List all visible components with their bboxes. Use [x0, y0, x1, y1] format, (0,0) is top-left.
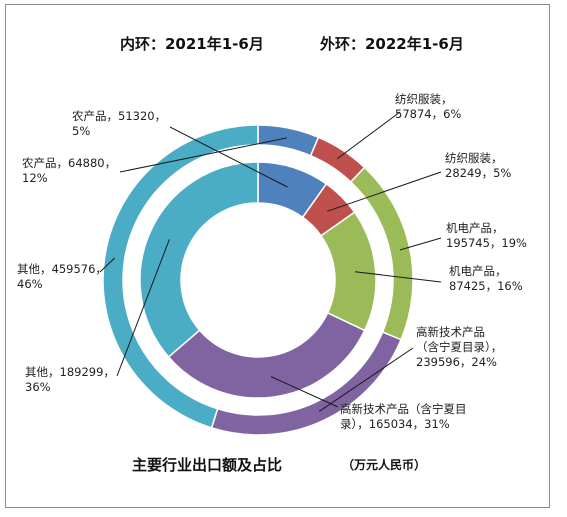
leader-line-tech-165034	[270, 376, 339, 408]
data-label-other-459576: 其他，459576， 46%	[17, 262, 107, 291]
data-label-tex-right: 纺织服装， 28249，5%	[445, 151, 511, 180]
leader-line-other-459576	[99, 257, 116, 273]
leader-line-mech-87425	[355, 271, 442, 283]
leader-line-other-189299	[116, 239, 170, 377]
inner-ring	[139, 161, 377, 399]
data-label-tech-165034: 高新技术产品（含宁夏目录），165034，31%	[340, 402, 467, 431]
leader-line-agri-left	[119, 137, 287, 173]
leader-lines	[99, 111, 442, 412]
leader-line-tex-top	[337, 111, 401, 160]
leader-line-agri-top	[169, 126, 288, 188]
outer-ring-legend: 外环：2022年1-6月	[319, 35, 464, 53]
leader-line-mech-195745	[399, 237, 442, 251]
data-label-tex-top: 纺织服装， 57874，6%	[395, 92, 461, 121]
data-label-agri-top: 农产品，51320， 5%	[72, 109, 166, 138]
outer-ring	[102, 124, 414, 436]
data-label-mech-195745: 机电产品， 195745，19%	[446, 221, 527, 250]
inner-slice-other	[139, 161, 259, 359]
inner-slice-tech	[167, 311, 366, 399]
inner-ring-legend: 内环：2021年1-6月	[120, 35, 264, 53]
chart-title: 主要行业出口额及占比	[132, 456, 282, 474]
outer-slice-other	[102, 124, 259, 429]
outer-slice-agri	[257, 124, 320, 157]
data-labels: 农产品，51320， 5% 农产品，64880， 12% 纺织服装， 57874，6% 纺织…	[17, 92, 527, 431]
data-label-agri-left: 农产品，64880， 12%	[22, 156, 116, 185]
data-label-mech-87425: 机电产品， 87425，16%	[449, 264, 523, 293]
data-label-other-189299: 其他，189299， 36%	[25, 365, 115, 394]
chart-unit: （万元人民币）	[342, 457, 426, 472]
leader-line-tech-239596	[318, 347, 414, 412]
data-label-tech-239596: 高新技术产品（含宁夏目录）， 239596，24%	[416, 325, 502, 369]
leader-line-tex-right	[327, 171, 442, 212]
inner-slice-mech	[319, 211, 377, 332]
